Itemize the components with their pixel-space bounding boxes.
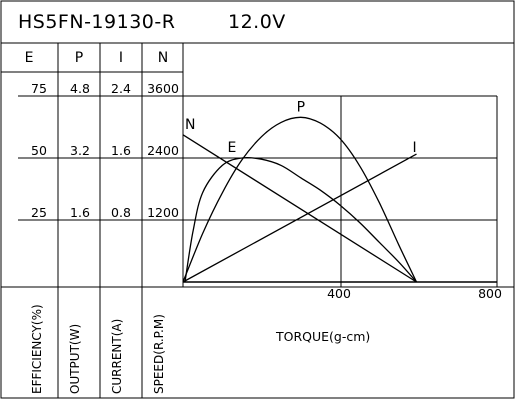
series-label-e: E [227,140,236,156]
x-axis-title: TORQUE(g-cm) [275,329,370,344]
scale-header-p: P [75,50,83,66]
scale-e-25: 25 [31,205,47,220]
scale-e-75: 75 [31,81,47,96]
series-line-e [184,156,417,283]
scale-p-4-8: 4.8 [70,81,90,96]
scale-p-3-2: 3.2 [70,143,90,158]
y-axis-label-speed: SPEED(R.P.M) [152,314,166,394]
scale-e-50: 50 [31,143,47,158]
scale-n-3600: 3600 [147,81,179,96]
scale-p-1-6: 1.6 [70,205,90,220]
scale-n-2400: 2400 [147,143,179,158]
series-curves: N I P E [182,99,418,283]
x-tick-800: 800 [478,286,502,301]
scale-i-1-6: 1.6 [111,143,131,158]
scale-i-0-8: 0.8 [111,205,131,220]
scale-header-e: E [25,50,34,66]
x-tick-400: 400 [327,286,351,301]
series-line-n [182,134,417,283]
scale-header-i: I [119,50,123,66]
series-label-p: P [297,99,305,115]
scale-header-n: N [158,50,168,66]
series-line-i [182,153,417,283]
series-line-p [182,116,418,283]
series-label-n: N [185,117,195,133]
series-label-i: I [413,140,417,156]
scale-i-2-4: 2.4 [111,81,131,96]
scale-n-1200: 1200 [147,205,179,220]
y-axis-label-current: CURRENT(A) [110,319,124,394]
y-axis-label-efficiency: EFFICIENCY(%) [30,304,44,394]
chart-title: HS5FN-19130-R [18,11,175,33]
chart-subtitle: 12.0V [228,11,286,33]
y-axis-label-output: OUTPUT(W) [68,324,82,394]
